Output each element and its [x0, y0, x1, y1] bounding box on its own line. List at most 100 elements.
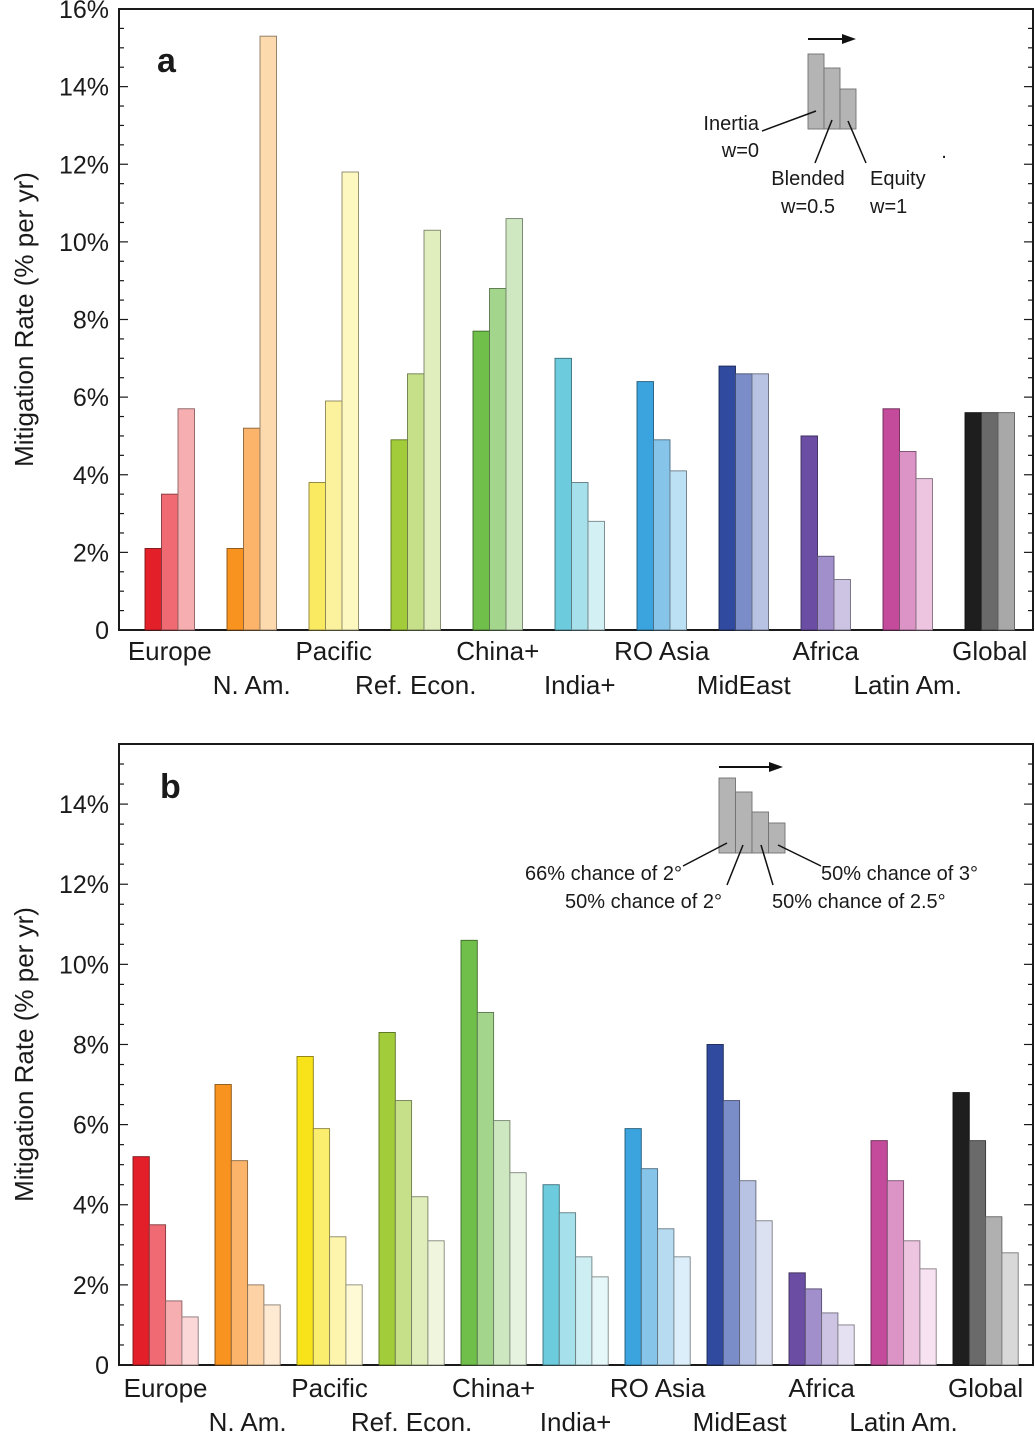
legend-label: 50% chance of 2.5°	[772, 891, 946, 913]
legend-label: 50% chance of 2°	[565, 891, 722, 913]
y-tick-label: 12%	[59, 151, 109, 179]
panel-b-legend: 66% chance of 2° 50% chance of 2° 50% chan…	[525, 762, 978, 913]
bar	[345, 1284, 363, 1366]
bar	[165, 1300, 183, 1366]
bar	[624, 1128, 642, 1366]
legend-label: w=0.5	[780, 196, 835, 218]
bar	[460, 939, 478, 1366]
legend-label: 50% chance of 3°	[821, 863, 978, 885]
bar	[722, 1100, 741, 1366]
bar	[427, 1240, 445, 1366]
bar	[329, 1236, 347, 1366]
bar	[833, 579, 851, 631]
bar	[476, 1011, 495, 1366]
bar	[755, 1220, 773, 1366]
bar	[394, 1100, 413, 1366]
panel-a-y-ticks: 0 2% 4% 6% 8% 10% 12% 14% 16%	[59, 0, 1033, 645]
legend-leader	[726, 844, 744, 886]
bar	[312, 1128, 331, 1366]
panel-b-y-axis-label: Mitigation Rate (% per yr)	[9, 907, 39, 1202]
bar	[591, 1276, 609, 1366]
legend-swatch	[823, 67, 841, 130]
bar	[144, 548, 162, 631]
y-tick-label: 6%	[73, 1112, 109, 1140]
category-label: MidEast	[693, 1407, 788, 1437]
bar	[837, 1324, 855, 1366]
legend-swatch	[735, 791, 753, 854]
panel-b-y-ticks: 0 2% 4% 6% 8% 10% 12% 14%	[59, 743, 1033, 1380]
bar	[903, 1240, 921, 1366]
bar	[804, 1288, 823, 1366]
bar	[407, 373, 425, 631]
panel-a-y-axis-label: Mitigation Rate (% per yr)	[9, 172, 39, 467]
panel-a-letter: a	[157, 42, 177, 80]
legend-leader	[760, 844, 774, 886]
bar	[161, 493, 179, 631]
bar	[817, 555, 835, 631]
y-tick-label: 0	[95, 617, 109, 645]
category-label: Europe	[128, 636, 212, 666]
category-label: India+	[540, 1407, 612, 1437]
legend-leader	[761, 110, 817, 132]
category-label: India+	[544, 670, 616, 700]
bar	[472, 330, 490, 631]
bar	[378, 1032, 396, 1366]
bar	[899, 451, 917, 631]
legend-arrow-head	[842, 34, 856, 44]
legend-swatch	[718, 777, 736, 854]
bar	[308, 482, 326, 631]
y-tick-label: 4%	[73, 462, 109, 490]
category-label: Global	[952, 636, 1027, 666]
bar	[640, 1168, 659, 1366]
category-label: China+	[452, 1373, 535, 1403]
bar	[636, 381, 654, 631]
legend-label: Inertia	[703, 113, 759, 135]
bar	[657, 1228, 675, 1366]
category-label: Europe	[124, 1373, 208, 1403]
bar	[411, 1196, 429, 1366]
bar	[542, 1184, 560, 1366]
bar	[653, 439, 671, 631]
bar	[325, 400, 343, 631]
category-label: Africa	[788, 1373, 855, 1403]
legend-swatch	[768, 822, 786, 854]
y-tick-label: 14%	[59, 74, 109, 102]
bar	[886, 1180, 905, 1366]
bar	[751, 373, 769, 631]
category-label: Ref. Econ.	[351, 1407, 472, 1437]
bar	[493, 1120, 511, 1366]
legend-swatch	[839, 88, 857, 130]
category-label: Ref. Econ.	[355, 670, 476, 700]
bar	[997, 412, 1015, 631]
bar	[882, 408, 900, 631]
bar	[919, 1268, 937, 1366]
category-label: Latin Am.	[849, 1407, 957, 1437]
category-label: China+	[456, 636, 539, 666]
bar	[575, 1256, 593, 1366]
bar	[985, 1216, 1003, 1366]
bar	[1001, 1252, 1019, 1366]
bar	[509, 1172, 527, 1366]
bar	[788, 1272, 806, 1366]
category-label: MidEast	[697, 670, 792, 700]
panel-a-bars	[144, 35, 1015, 631]
bar	[148, 1224, 167, 1366]
y-tick-label: 8%	[73, 1031, 109, 1059]
y-tick-label: 10%	[59, 229, 109, 257]
y-tick-label: 2%	[73, 539, 109, 567]
category-label: Africa	[793, 636, 860, 666]
legend-label: w=0	[721, 140, 759, 162]
bar	[558, 1212, 577, 1366]
bar	[489, 288, 507, 631]
category-label: RO Asia	[614, 636, 710, 666]
bar	[981, 412, 999, 631]
bar	[214, 1084, 232, 1366]
y-tick-label: 12%	[59, 871, 109, 899]
legend-swatch	[751, 811, 769, 854]
legend-leader	[847, 120, 867, 164]
bar	[821, 1312, 839, 1366]
